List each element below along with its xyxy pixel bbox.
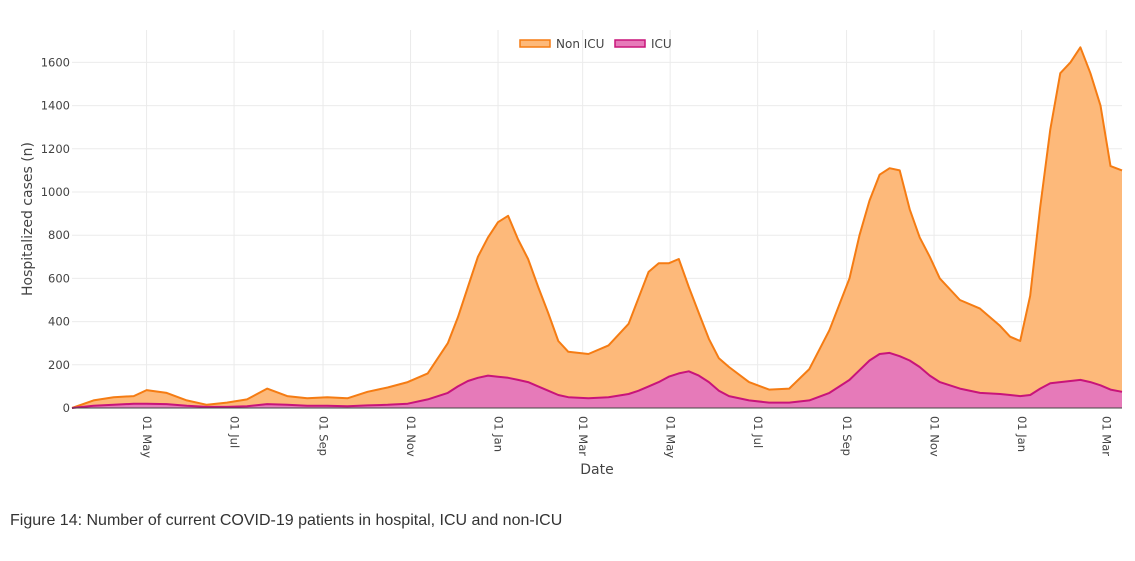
y-tick-label: 600 [48, 271, 70, 285]
y-tick-label: 0 [63, 401, 70, 415]
y-tick-label: 400 [48, 315, 70, 329]
x-tick-label: 01 Sep [840, 416, 854, 456]
x-tick-label: 01 Jan [1015, 416, 1029, 452]
non-icu-area [72, 47, 1122, 409]
x-tick-label: 01 Jul [228, 416, 242, 448]
icu-line [71, 351, 1123, 409]
y-tick-label: 1200 [41, 142, 70, 156]
x-tick-label: 01 Nov [928, 416, 942, 457]
icu-area [72, 352, 1122, 408]
legend-item-non-icu[interactable]: Non ICU [519, 37, 604, 51]
x-tick-label: 01 Sep [317, 416, 331, 456]
x-tick-label: 01 Mar [576, 416, 590, 456]
x-tick-label: 01 May [140, 416, 154, 458]
legend-swatch-non-icu [519, 39, 551, 48]
x-axis-title: Date [580, 462, 613, 478]
area-layer [71, 46, 1123, 409]
legend-label-non-icu: Non ICU [556, 37, 604, 51]
legend[interactable]: Non ICU ICU [519, 37, 672, 51]
non-icu-line [71, 46, 1123, 409]
y-tick-label: 1000 [41, 185, 70, 199]
x-axis-ticks: 01 May 01 Jul 01 Sep 01 Nov 01 Jan 01 Mar 01 M… [140, 416, 1114, 458]
legend-swatch-icu [614, 39, 646, 48]
y-tick-label: 1600 [41, 55, 70, 69]
chart-svg: 0 200 400 600 800 1000 1200 1400 1600 01 May 01 J… [20, 30, 1123, 478]
x-tick-label: 01 Jan [492, 416, 506, 452]
y-axis-ticks: 0 200 400 600 800 1000 1200 1400 1600 [41, 55, 70, 415]
legend-item-icu[interactable]: ICU [614, 37, 672, 51]
x-tick-label: 01 Mar [1100, 416, 1114, 456]
y-tick-label: 1400 [41, 99, 70, 113]
y-tick-label: 200 [48, 358, 70, 372]
y-tick-label: 800 [48, 228, 70, 242]
grid-lines [72, 30, 1122, 408]
y-axis-title: Hospitalized cases (n) [20, 142, 36, 296]
x-tick-label: 01 May [664, 416, 678, 458]
x-tick-label: 01 Jul [751, 416, 765, 448]
x-tick-label: 01 Nov [404, 416, 418, 457]
legend-label-icu: ICU [651, 37, 672, 51]
figure-caption: Figure 14: Number of current COVID-19 pa… [10, 512, 563, 529]
